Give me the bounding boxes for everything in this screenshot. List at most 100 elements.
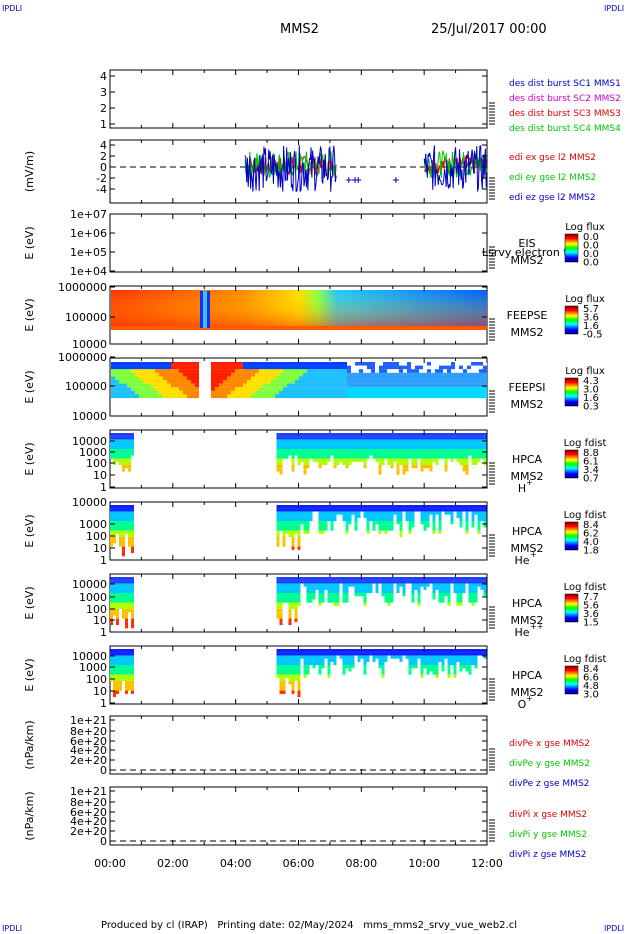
hpca-cell xyxy=(375,439,379,443)
hpca-cell xyxy=(318,449,322,453)
feepsi-cell xyxy=(255,365,259,370)
hpca-cell xyxy=(420,445,424,450)
feepsi-cell xyxy=(163,369,167,373)
hpca-cell xyxy=(399,524,403,528)
hpca-cell xyxy=(297,514,301,518)
feepsi-cell xyxy=(435,383,439,388)
hpca-cell xyxy=(429,649,433,653)
feepsi-cell xyxy=(239,383,243,388)
feepsi-cell xyxy=(223,369,227,373)
hpca-cell xyxy=(408,524,412,528)
hpca-cell xyxy=(279,517,283,522)
hpca-cell xyxy=(128,517,131,522)
hpca-cell xyxy=(285,580,289,584)
hpca-cell xyxy=(432,514,436,518)
hpca-cell xyxy=(477,452,481,456)
hpca-cell xyxy=(375,505,379,509)
hpca-cell xyxy=(387,524,391,528)
feepsi-cell xyxy=(111,383,115,388)
hpca-cell xyxy=(327,596,331,600)
hpca-cell xyxy=(110,524,113,528)
hpca-cell xyxy=(417,589,421,594)
hpca-cell xyxy=(420,514,424,518)
hpca-cell xyxy=(381,580,385,584)
feepsi-cell xyxy=(471,387,475,391)
y-tick-label: 1000 xyxy=(79,591,107,604)
feepsi-cell xyxy=(419,380,423,384)
hpca-cell xyxy=(128,649,131,653)
hpca-cell xyxy=(110,599,113,603)
hpca-cell xyxy=(432,505,436,509)
hpca-cell xyxy=(354,521,358,525)
hpca-cell xyxy=(125,517,128,522)
hpca-cell xyxy=(411,593,415,597)
feepsi-cell xyxy=(443,387,447,391)
hpca-cell xyxy=(318,668,322,672)
hpca-cell xyxy=(426,521,430,525)
hpca-cell xyxy=(396,655,400,659)
hpca-cell xyxy=(447,658,451,662)
hpca-cell xyxy=(306,655,310,659)
hpca-cell xyxy=(459,593,463,597)
feepsi-cell xyxy=(455,365,459,370)
hpca-cell xyxy=(378,521,382,525)
feepsi-cell xyxy=(479,390,483,395)
species-label: H xyxy=(518,482,526,495)
hpca-cell xyxy=(276,517,280,522)
hpca-cell xyxy=(122,586,125,590)
hpca-cell xyxy=(390,455,394,459)
hpca-cell xyxy=(131,517,134,522)
feepsi-cell xyxy=(231,390,235,395)
hpca-cell xyxy=(366,586,370,590)
hpca-cell xyxy=(297,586,301,590)
feepsi-cell xyxy=(275,387,279,391)
feepsi-cell xyxy=(151,372,155,377)
colorbar-tick-label: 6.6 xyxy=(583,672,599,683)
hpca-cell xyxy=(324,455,328,459)
feepsi-cell xyxy=(183,376,187,381)
hpca-cell xyxy=(438,652,442,656)
hpca-cell xyxy=(381,577,385,581)
feepsi-cell xyxy=(247,365,251,370)
hpca-cell xyxy=(483,511,487,515)
hpca-cell xyxy=(480,652,484,656)
hpca-cell xyxy=(288,589,292,594)
hpca-cell xyxy=(327,511,331,515)
feepsi-cell xyxy=(203,394,207,399)
hpca-cell xyxy=(360,452,364,456)
feepsi-cell xyxy=(407,372,411,377)
hpca-cell xyxy=(333,514,337,518)
hpca-cell xyxy=(432,652,436,656)
hpca-cell xyxy=(131,599,134,603)
feepsi-cell xyxy=(127,362,131,366)
feepsi-cell xyxy=(391,390,395,395)
hpca-cell xyxy=(435,449,439,453)
hpca-cell xyxy=(381,455,385,459)
feepsi-cell xyxy=(111,376,115,381)
hpca-cell xyxy=(432,452,436,456)
hpca-cell xyxy=(288,527,292,531)
hpca-cell xyxy=(435,439,439,443)
hpca-cell xyxy=(125,436,128,440)
hpca-cell xyxy=(483,655,487,659)
feepsi-cell xyxy=(423,383,427,388)
feepsi-cell xyxy=(371,369,375,373)
hpca-cell xyxy=(402,652,406,656)
hpca-cell xyxy=(384,514,388,518)
hpca-cell xyxy=(291,655,295,659)
hpca-cell xyxy=(342,461,346,466)
feepsi-cell xyxy=(471,380,475,384)
feepsi-cell xyxy=(235,390,239,395)
feepsi-cell xyxy=(259,383,263,388)
feepsi-cell xyxy=(183,383,187,388)
feepsi-cell xyxy=(171,376,175,381)
hpca-cell xyxy=(297,681,301,685)
hpca-cell xyxy=(474,433,478,437)
hpca-cell xyxy=(438,517,442,522)
hpca-cell xyxy=(411,449,415,453)
hpca-cell xyxy=(125,655,128,659)
feepsi-cell xyxy=(179,372,183,377)
hpca-cell xyxy=(402,465,406,469)
hpca-cell xyxy=(381,452,385,456)
hpca-cell xyxy=(408,449,412,453)
